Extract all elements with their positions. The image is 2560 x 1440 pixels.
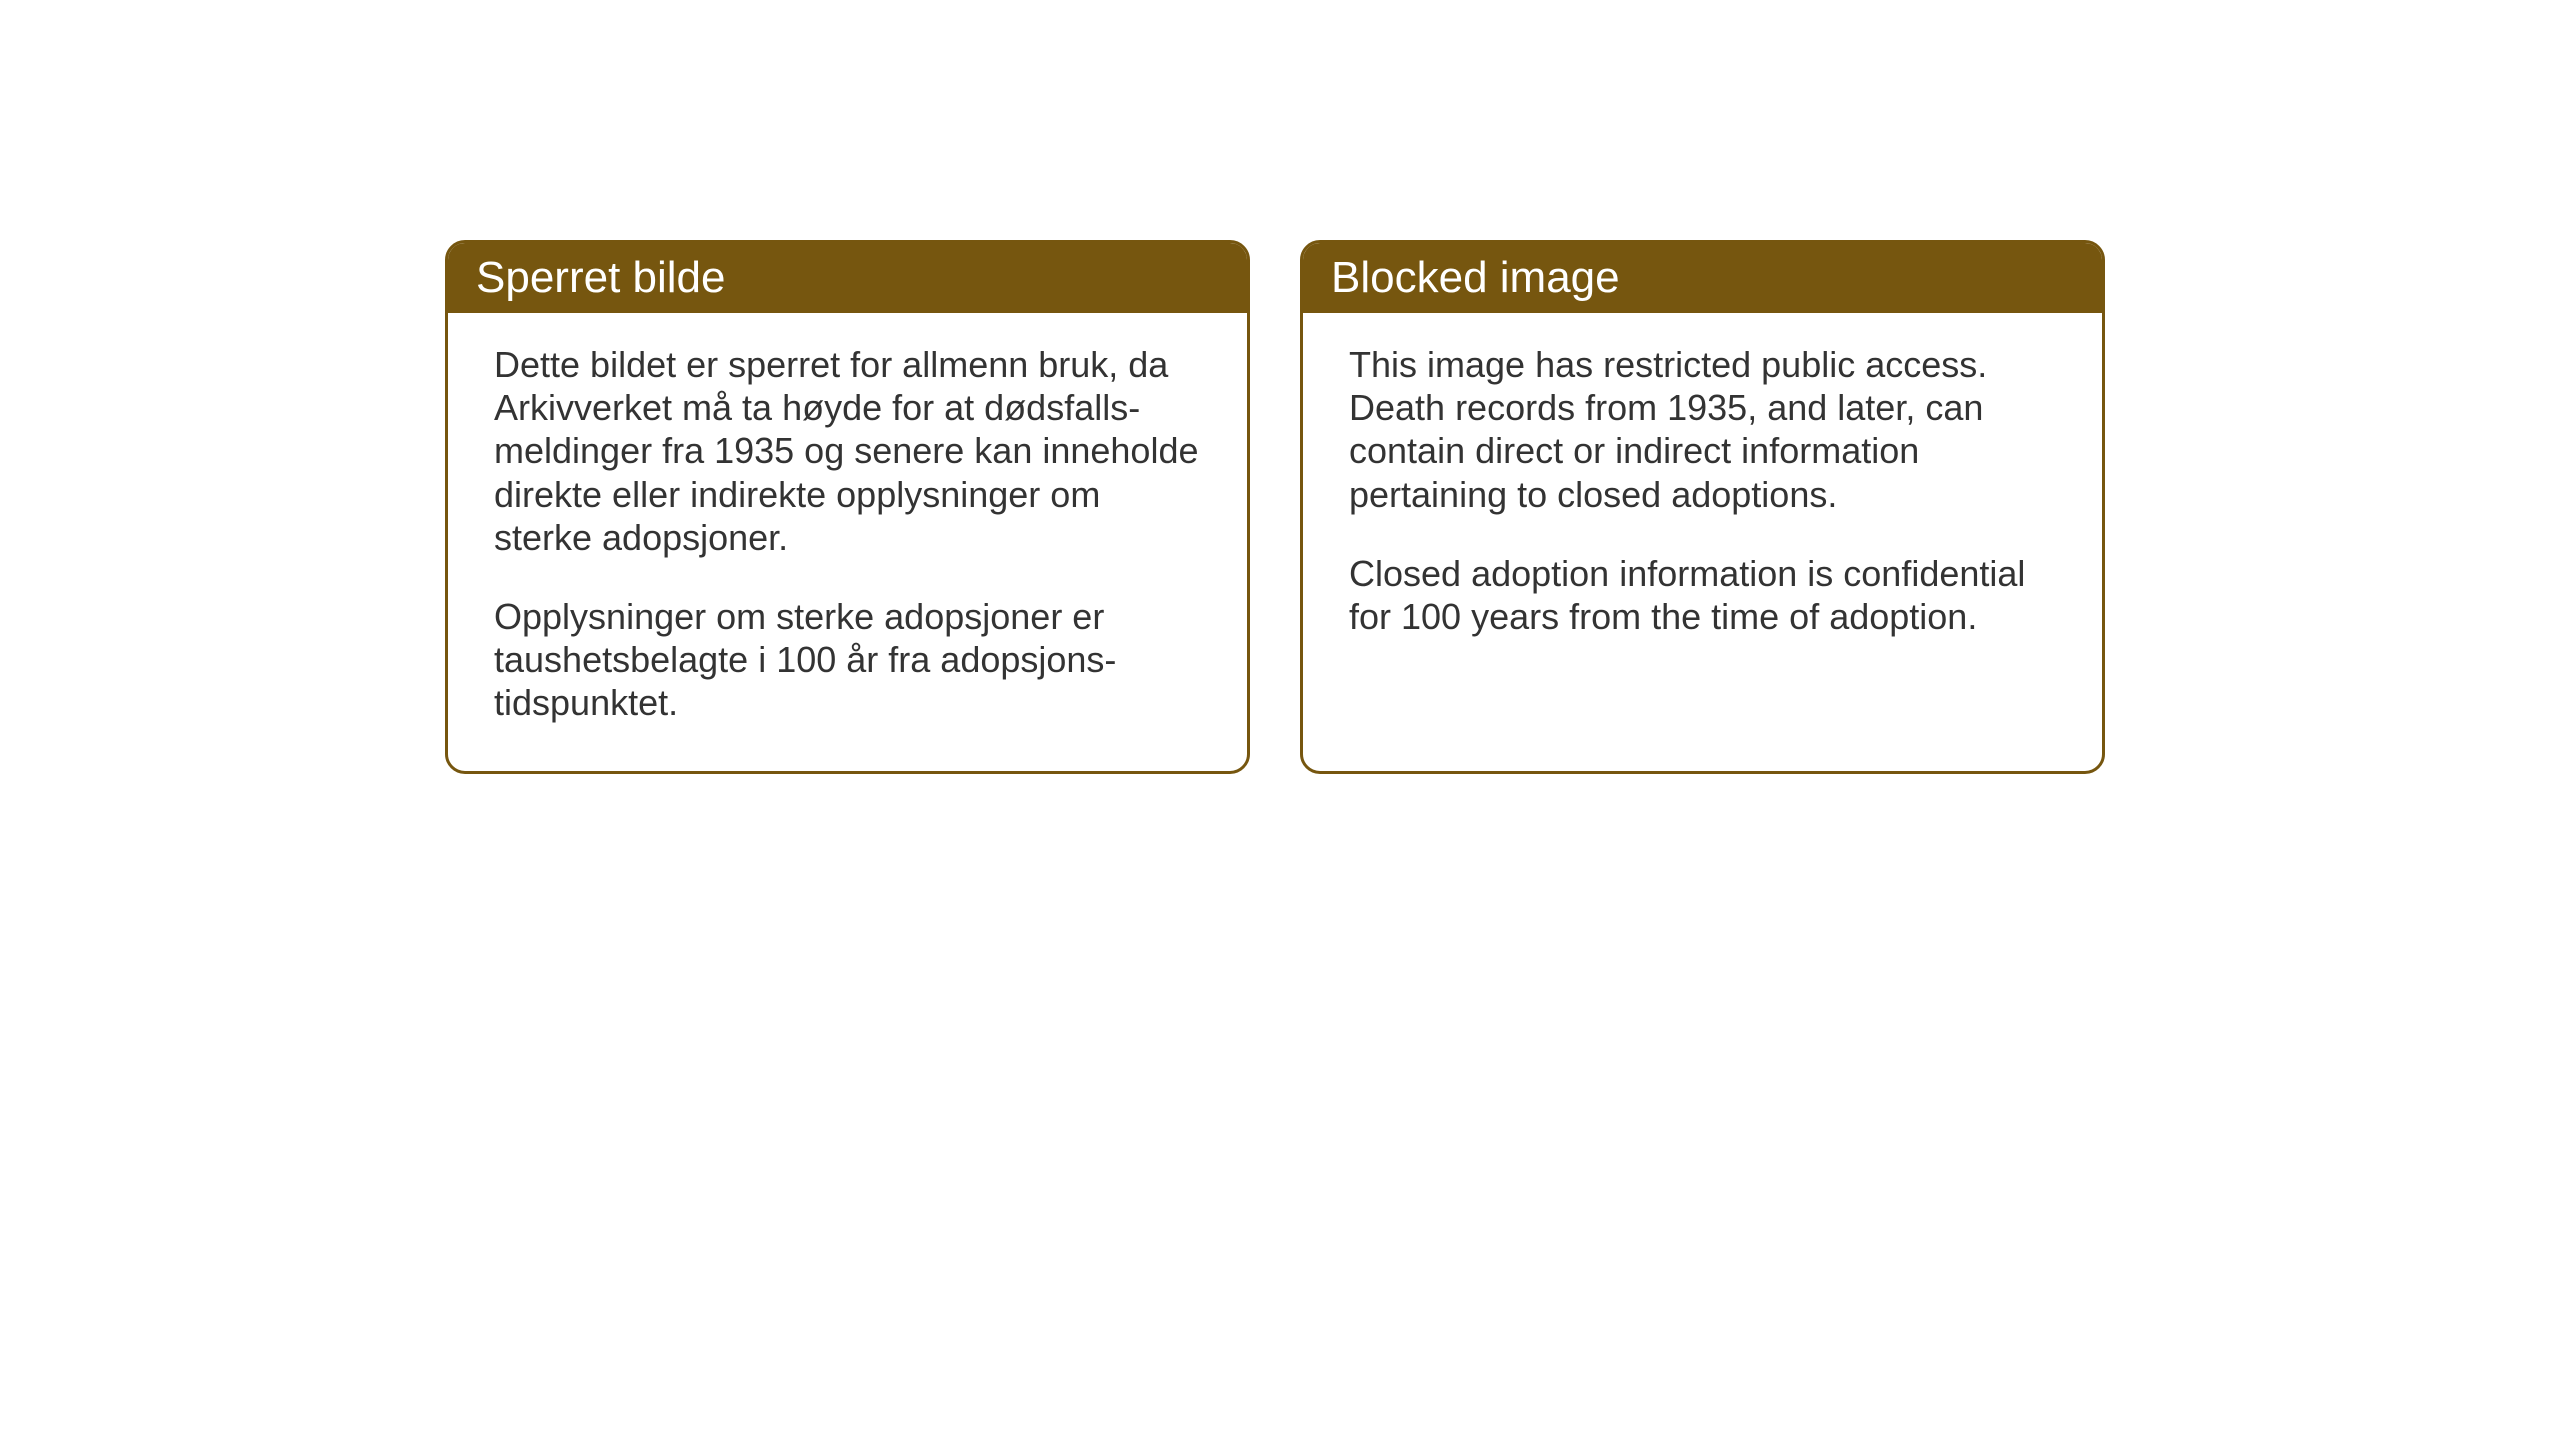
- norwegian-card-body: Dette bildet er sperret for allmenn bruk…: [448, 313, 1247, 771]
- norwegian-paragraph-2: Opplysninger om sterke adopsjoner er tau…: [494, 595, 1201, 725]
- info-cards-container: Sperret bilde Dette bildet er sperret fo…: [445, 240, 2105, 774]
- norwegian-card-title: Sperret bilde: [476, 253, 725, 302]
- english-card-body: This image has restricted public access.…: [1303, 313, 2102, 743]
- english-card-header: Blocked image: [1303, 243, 2102, 313]
- norwegian-paragraph-1: Dette bildet er sperret for allmenn bruk…: [494, 343, 1201, 559]
- norwegian-card-header: Sperret bilde: [448, 243, 1247, 313]
- english-card-title: Blocked image: [1331, 253, 1620, 302]
- english-info-card: Blocked image This image has restricted …: [1300, 240, 2105, 774]
- english-paragraph-2: Closed adoption information is confident…: [1349, 552, 2056, 638]
- norwegian-info-card: Sperret bilde Dette bildet er sperret fo…: [445, 240, 1250, 774]
- english-paragraph-1: This image has restricted public access.…: [1349, 343, 2056, 516]
